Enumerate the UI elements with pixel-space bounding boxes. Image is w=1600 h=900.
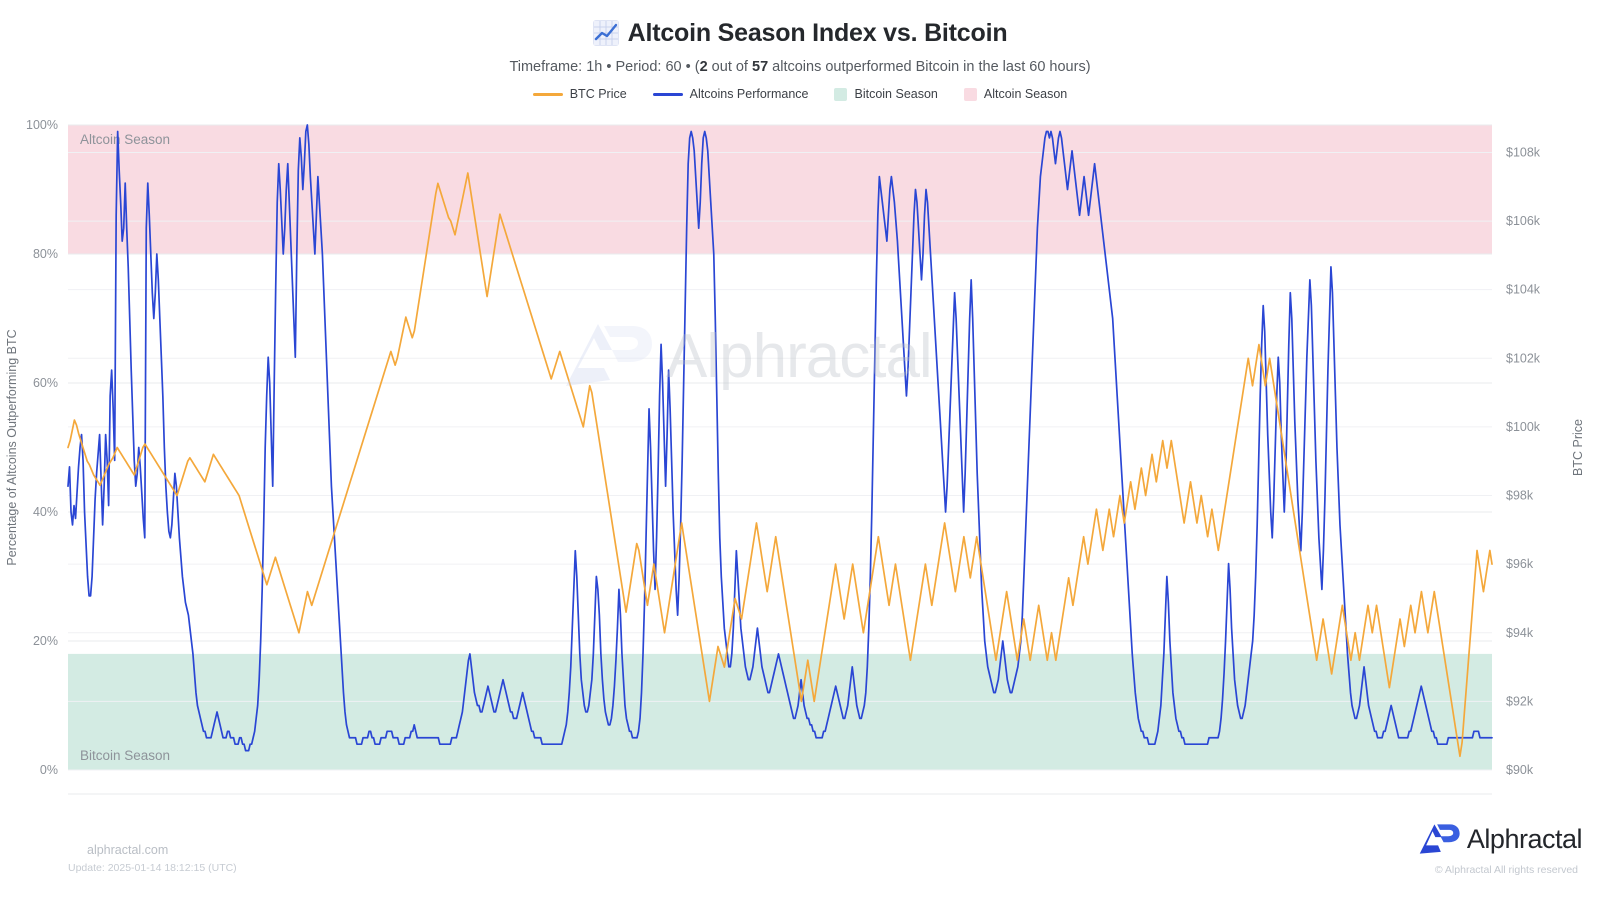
chart-increasing-icon: [592, 20, 619, 46]
y2-axis-tick-label: $102k: [1506, 351, 1541, 365]
page-title: Altcoin Season Index vs. Bitcoin: [0, 18, 1600, 48]
series-line-btc-price: [67, 172, 1493, 758]
legend-label: Bitcoin Season: [854, 87, 938, 101]
legend-line-0: [532, 92, 563, 96]
site-link[interactable]: alphractal.com: [87, 843, 169, 857]
y2-axis-tick-label: $104k: [1506, 283, 1541, 297]
y2-axis-tick-label: $96k: [1506, 557, 1534, 571]
y2-axis-tick-label: $92k: [1506, 694, 1534, 708]
legend-line-1: [652, 92, 683, 96]
chart-svg: Altcoin Season Bitcoin Season 0% 20% 40% 60% 8…: [5, 118, 1585, 795]
copyright-text: © Alphractal All rights reserved: [1434, 864, 1578, 876]
y2-axis-tick-label: $100k: [1506, 420, 1541, 434]
page-title-text: Altcoin Season Index vs. Bitcoin: [627, 19, 1008, 47]
band-label-bitcoin-season: Bitcoin Season: [80, 748, 170, 763]
y2-axis-tick-label: $94k: [1506, 626, 1534, 640]
y-axis-tick-label: 40%: [33, 505, 58, 519]
legend-item-bitcoin-season[interactable]: Bitcoin Season: [834, 87, 938, 101]
chart-legend: BTC Price Altcoins Performance Bitcoin Sea…: [0, 87, 1600, 101]
series-line-altcoins-performance: [67, 124, 1493, 752]
legend-item-altcoins-performance[interactable]: Altcoins Performance: [652, 87, 809, 101]
chart-canvas: Altcoin Season Bitcoin Season 0% 20% 40% 60% 8…: [0, 112, 1600, 812]
subtitle-total-count: 57: [752, 59, 769, 75]
legend-label: BTC Price: [569, 87, 627, 101]
y-axis-tick-label: 20%: [33, 634, 58, 648]
chart-subtitle: Timeframe: 1h • Period: 60 • (2 out of 5…: [0, 59, 1600, 75]
subtitle-prefix: Timeframe: 1h • Period: 60 • (: [509, 59, 700, 75]
alphractal-mark-icon: [1419, 824, 1460, 854]
legend-label: Altcoins Performance: [689, 87, 809, 101]
legend-label: Altcoin Season: [983, 87, 1068, 101]
y-axis-title: Percentage of Altcoins Outperforming BTC: [5, 329, 19, 565]
y2-axis-tick-label: $98k: [1506, 489, 1534, 503]
update-timestamp: Update: 2025-01-14 18:12:15 (UTC): [68, 862, 237, 874]
y-axis-tick-label: 60%: [33, 376, 58, 390]
legend-item-btc-price[interactable]: BTC Price: [532, 87, 627, 101]
chart-header: Altcoin Season Index vs. Bitcoin Timefra…: [0, 0, 1600, 101]
y-axis-tick-label: 80%: [33, 247, 58, 261]
legend-swatch-3: [963, 87, 977, 101]
legend-item-altcoin-season[interactable]: Altcoin Season: [963, 87, 1068, 101]
legend-swatch-2: [834, 87, 848, 101]
band-bitcoin-season: [68, 653, 1492, 770]
brand-logo: Alphractal: [1417, 820, 1583, 858]
subtitle-middle: out of: [707, 59, 752, 75]
band-label-altcoin-season: Altcoin Season: [80, 132, 170, 147]
subtitle-outperform-count: 2: [699, 59, 708, 75]
brand-name: Alphractal: [1466, 823, 1583, 854]
y-axis-tick-label: 0%: [40, 763, 58, 777]
y2-axis-tick-label: $108k: [1506, 145, 1541, 159]
y2-axis-title: BTC Price: [1571, 419, 1585, 476]
subtitle-suffix: altcoins outperformed Bitcoin in the las…: [768, 59, 1091, 75]
y2-axis-tick-label: $90k: [1506, 763, 1534, 777]
y-axis-tick-label: 100%: [26, 118, 58, 132]
y2-axis-tick-label: $106k: [1506, 214, 1541, 228]
